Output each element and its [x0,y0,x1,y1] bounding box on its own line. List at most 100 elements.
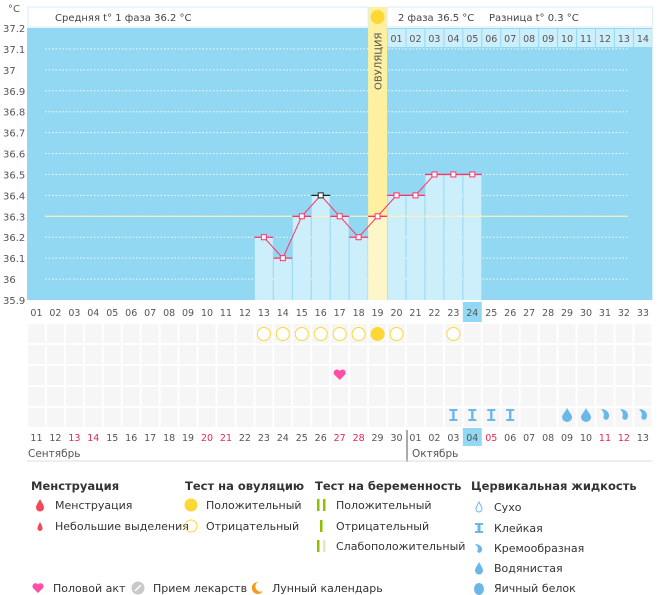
phase2-day-cell [463,29,482,47]
faint-lines-icon [317,540,326,552]
y-tick-label: 36.7 [3,129,25,140]
mark-cell [28,324,45,343]
phase2-day-cell [596,29,614,47]
temperature-point [317,192,324,199]
phase2-day-number: 12 [599,34,611,45]
cycle-day-label: 23 [447,308,459,319]
calendar-date: 03 [447,433,459,444]
calendar-date: 29 [372,433,384,444]
calendar-date: 02 [428,433,440,444]
temperature-point [412,192,419,199]
mark-cell [577,324,595,343]
heart-icon [333,369,346,380]
mark-cell [46,408,64,427]
mark-cell [350,345,368,364]
mark-cell [350,387,368,406]
legend-label: Отрицательный [336,519,430,533]
phase2-day-cell [539,29,558,47]
legend-label: Небольшие выделения [55,519,189,533]
sticky-fluid-icon [449,409,458,421]
mark-cell [84,366,102,385]
moon-icon [251,581,263,594]
cycle-day-label: 30 [580,308,592,319]
mark-cell [558,387,576,406]
cycle-day-label: 11 [220,308,232,319]
mark-cell [65,345,83,364]
blood-drop-icon [36,499,44,512]
mark-cell [65,324,83,343]
mark-cell [179,345,197,364]
temperature-point [431,171,438,178]
calendar-date: 23 [258,433,270,444]
calendar-date: 25 [296,433,308,444]
legend-pregnancy-positive: Положительный [314,498,432,512]
cycle-day-label: 28 [542,308,554,319]
mark-cell [122,324,140,343]
mark-cell [407,387,424,406]
mark-cell [388,366,405,385]
cycle-day-label: 15 [296,308,308,319]
y-tick-label: 36.2 [3,233,25,244]
cycle-day-label: 25 [485,308,497,319]
calendar-date: 11 [30,433,42,444]
mark-cell [331,387,349,406]
two-lines-icon [317,499,326,511]
calendar-date: 22 [239,433,251,444]
mark-cell [28,366,45,385]
mark-cell [198,345,216,364]
mark-cell [539,366,557,385]
mark-cell [369,345,387,364]
cycle-day-label: 26 [504,308,516,319]
calendar-date: 20 [201,433,213,444]
temperature-bar [463,174,482,300]
mark-cell [198,387,216,406]
ovulation-label: ОВУЛЯЦИЯ [374,33,385,91]
mark-cell [615,366,633,385]
legend-intercourse: Половой акт [31,581,125,595]
calendar-date: 12 [618,433,630,444]
y-tick-label: 36.9 [3,87,25,98]
y-tick-label: 35.9 [3,296,25,307]
legend-label: Лунный календарь [272,581,383,595]
calendar-date: 21 [220,433,232,444]
phase2-day-number: 05 [466,34,478,45]
mark-cell [103,387,121,406]
mark-cell [539,324,557,343]
mark-cell [407,408,424,427]
mark-cell [369,366,387,385]
ovulation-test-negative-icon [294,327,309,341]
mark-cell [463,366,481,385]
mark-cell [28,408,45,427]
temperature-bar [311,195,330,300]
cycle-day-label: 17 [334,308,346,319]
temperature-point [450,171,457,178]
mark-cell [425,387,443,406]
ovulation-test-negative-icon [256,327,271,341]
creamy-fluid-icon [638,409,648,420]
mark-cell [84,324,102,343]
ovulation-test-negative-icon [332,327,347,341]
one-line-icon [320,520,323,532]
calendar-date: 15 [106,433,118,444]
empty-circle-icon [184,519,198,533]
mark-cell [634,366,652,385]
temperature-bar [330,216,349,300]
mark-cell [198,324,216,343]
calendar-date: 01 [409,433,421,444]
cycle-day-label: 01 [30,308,42,319]
mark-cell [236,345,254,364]
legend-pregnancy-test-title: Тест на беременность [315,479,462,493]
pill-icon [131,581,145,595]
calendar-date: 13 [637,433,649,444]
mark-cell [46,345,64,364]
mark-cell [141,345,159,364]
phase2-day-cell [633,29,652,47]
mark-cell [236,366,254,385]
mark-cell [122,366,140,385]
mark-cell [558,345,576,364]
mark-cell [520,366,538,385]
mark-cell [501,345,519,364]
cycle-day-label: 05 [106,308,118,319]
mark-cell [331,408,349,427]
calendar-date: 06 [504,433,516,444]
